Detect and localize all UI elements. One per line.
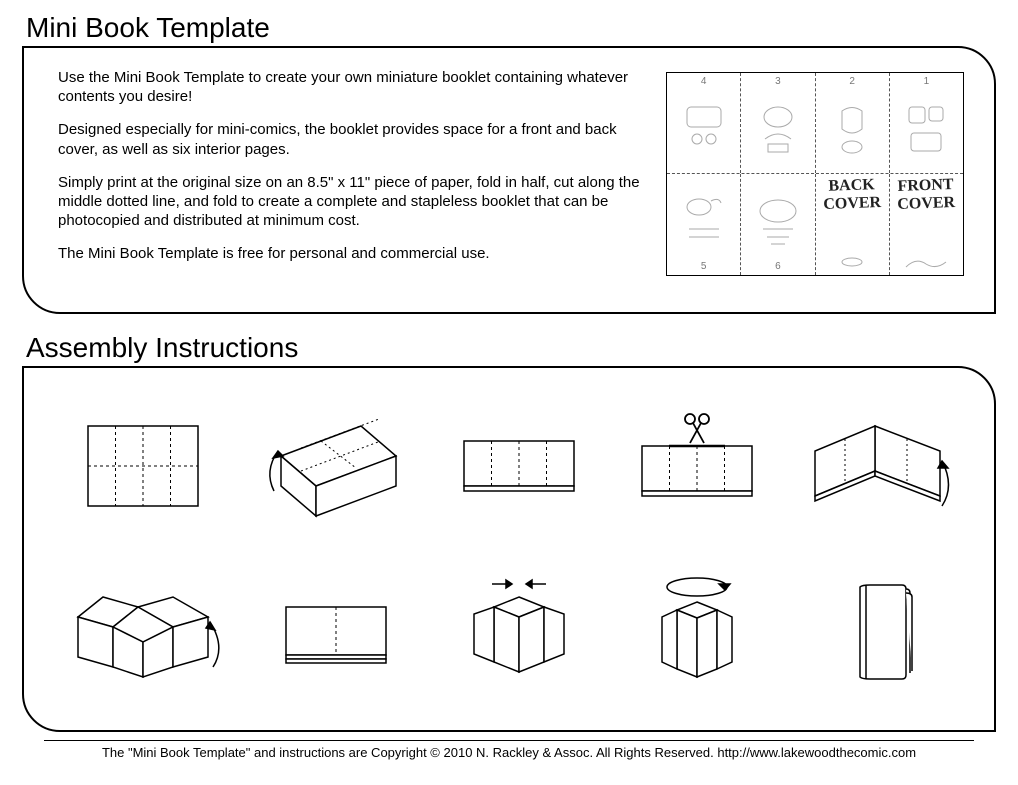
step-1-flat-icon [68,401,218,531]
intro-text: Use the Mini Book Template to create you… [48,64,642,278]
steps-grid [58,392,960,706]
intro-p1: Use the Mini Book Template to create you… [58,68,642,106]
back-cover-label: BACKCOVER [823,176,882,213]
sketch-icon [893,252,960,272]
scissors-icon [685,414,709,443]
assembly-frame [22,366,996,732]
step-4-cut-icon [622,401,772,531]
sketch-icon [893,87,960,170]
cell-num: 2 [849,76,855,87]
intro-p4: The Mini Book Template is free for perso… [58,244,642,263]
step-10-booklet-icon [820,567,940,697]
sketch-icon [744,87,811,170]
sketch-icon [819,87,886,170]
cell-num: 1 [924,76,930,87]
cell-num: 3 [775,76,781,87]
step-9-press-icon [622,562,772,702]
step-3-half-icon [444,406,594,526]
example-template-grid: 4 3 2 1 [666,72,964,276]
intro-p3: Simply print at the original size on an … [58,173,642,231]
assembly-title: Assembly Instructions [22,332,996,364]
step-7-strip-icon [261,572,411,692]
intro-frame: Use the Mini Book Template to create you… [22,46,996,314]
sketch-icon [670,87,737,170]
sketch-icon [670,177,737,261]
step-8-cross-icon [444,562,594,702]
front-cover-label: FRONTCOVER [897,176,956,213]
mini-book-title: Mini Book Template [22,12,996,44]
sketch-icon [744,177,811,261]
cell-num: 5 [701,261,707,272]
step-5-open-icon [800,396,960,536]
cell-num: 6 [775,261,781,272]
sketch-icon [819,252,886,272]
step-6-accordion-icon [58,562,228,702]
intro-p2: Designed especially for mini-comics, the… [58,120,642,158]
cell-num: 4 [701,76,707,87]
copyright-footer: The "Mini Book Template" and instruction… [44,740,974,760]
step-2-fold-icon [256,396,416,536]
